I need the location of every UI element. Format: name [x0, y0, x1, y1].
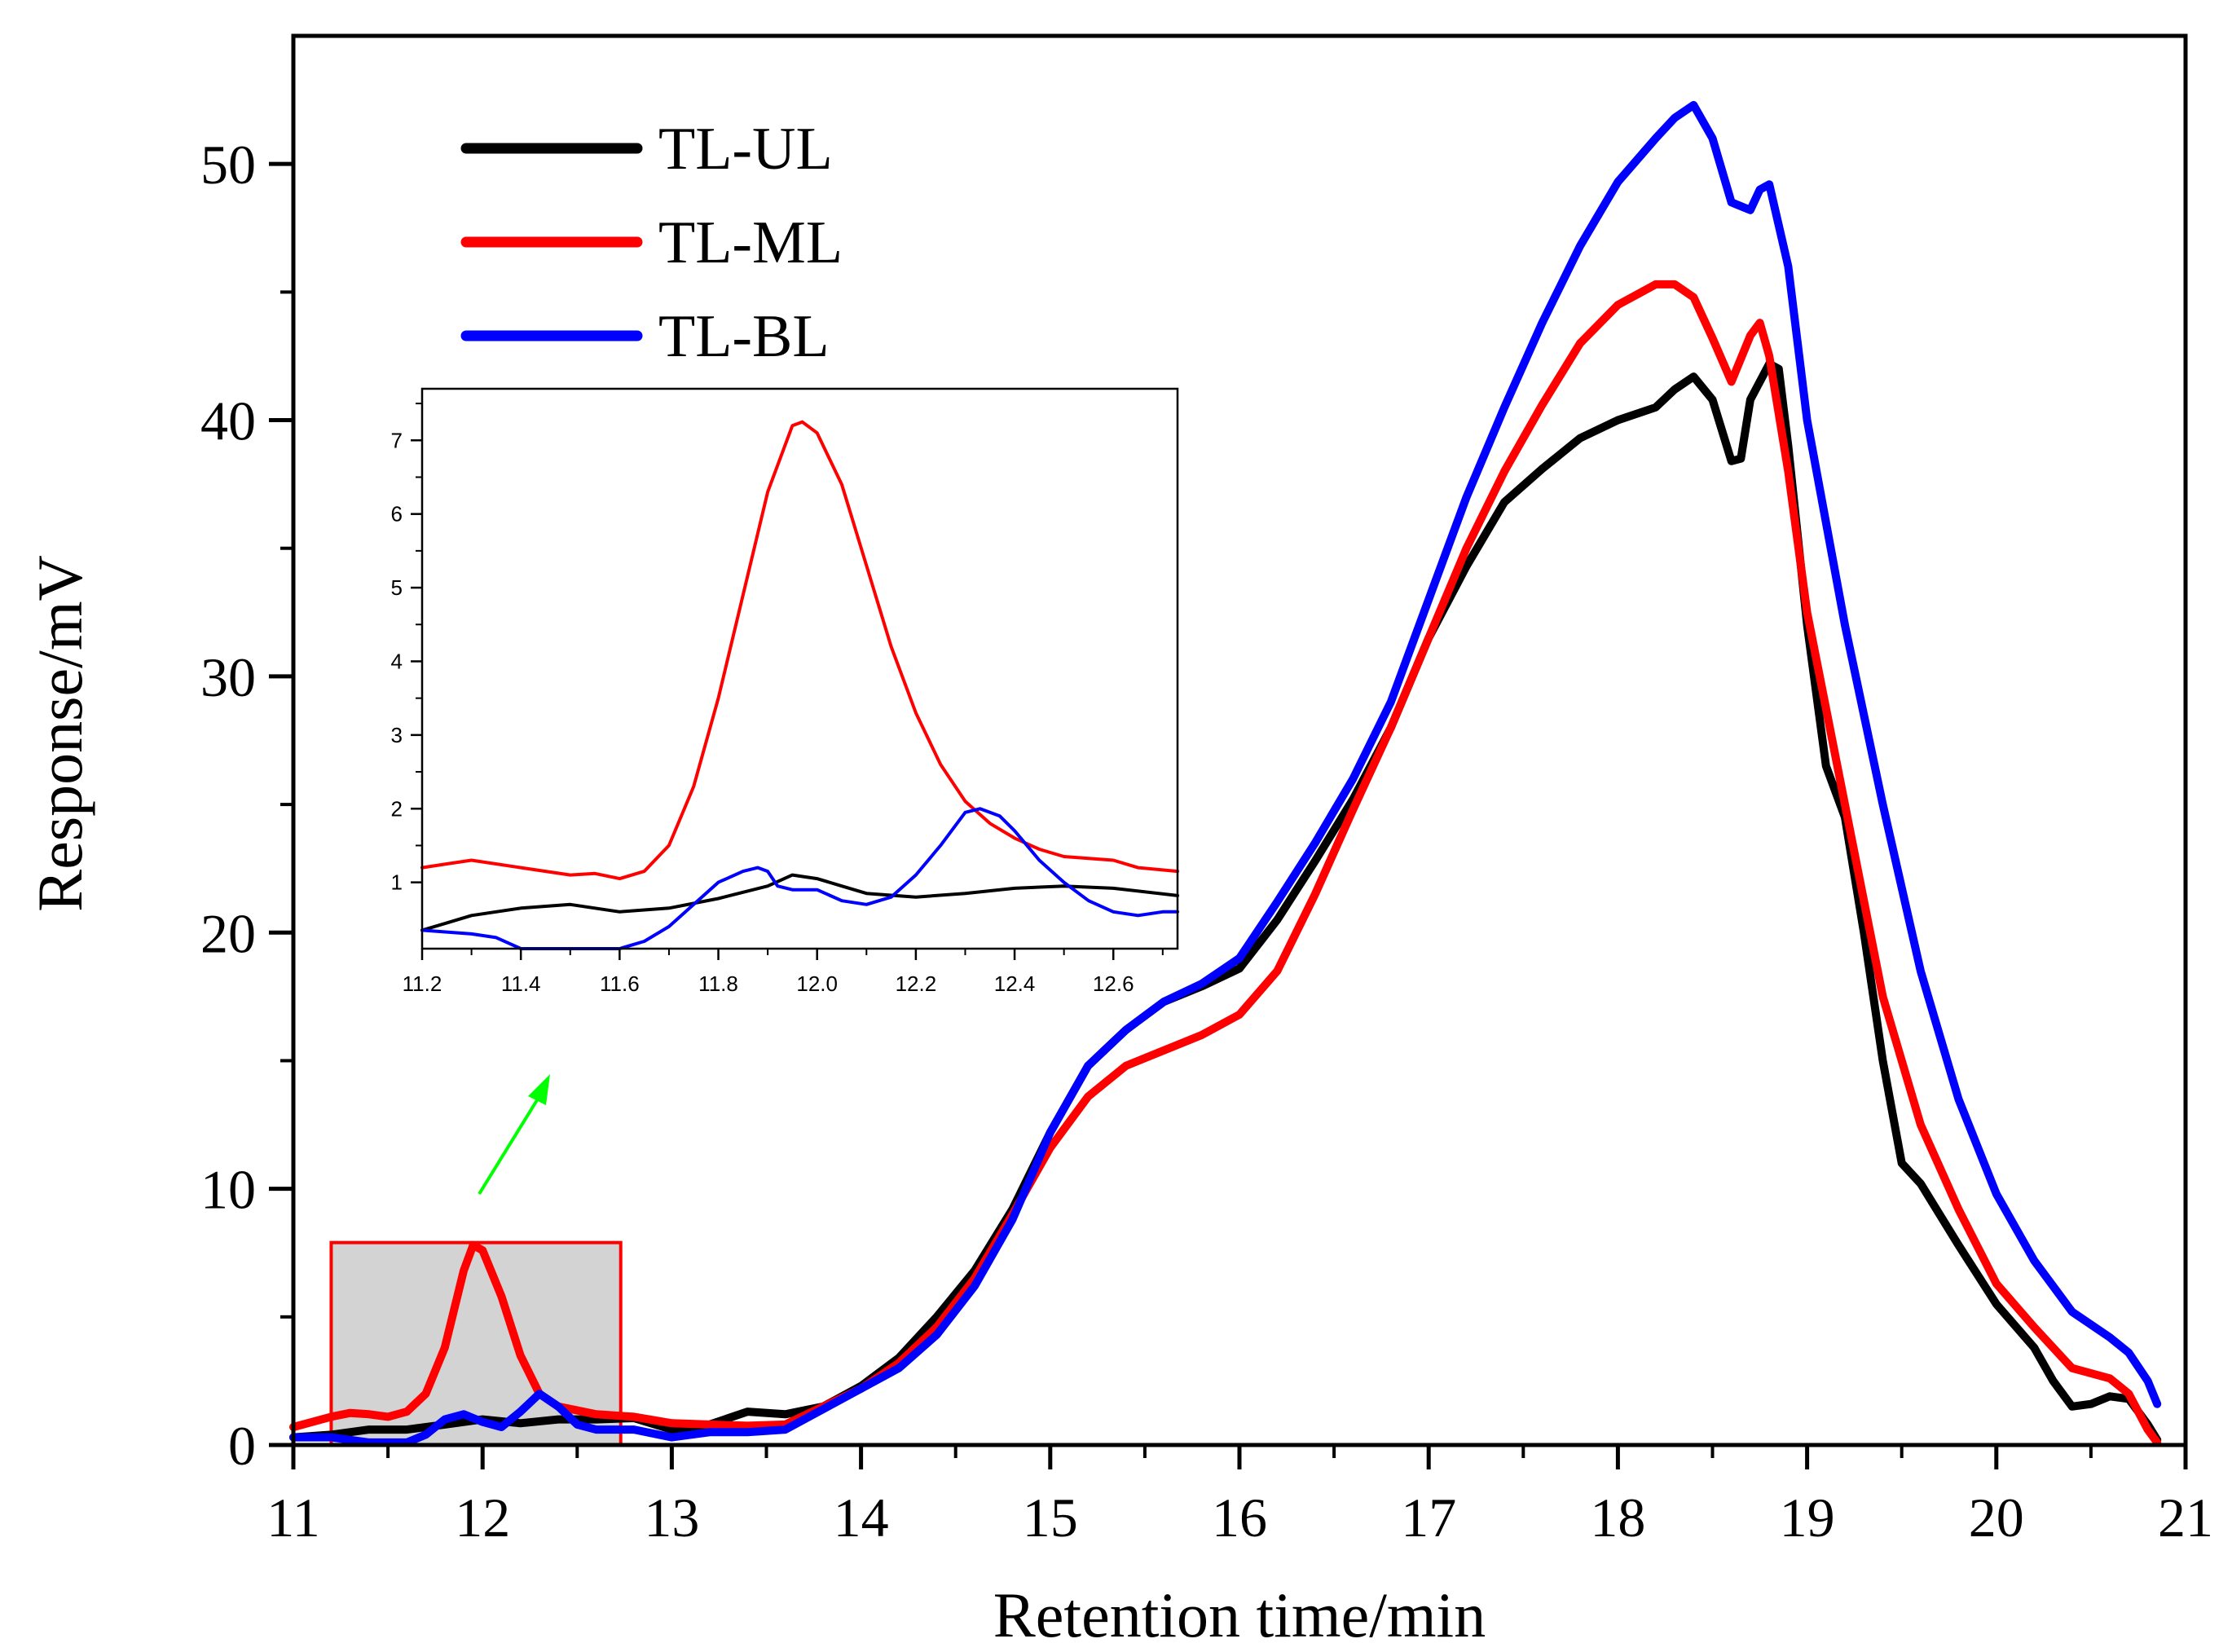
inset-background: [422, 389, 1178, 949]
inset-y-tick-label: 5: [391, 575, 403, 600]
arrow-shaft: [478, 1095, 541, 1196]
annotation-arrow: [478, 1074, 550, 1196]
legend-label-tl-bl: TL-BL: [658, 303, 830, 370]
inset-y-tick-label: 1: [391, 870, 403, 895]
inset-x-tick-label: 12.6: [1093, 971, 1134, 996]
x-tick-label: 19: [1780, 1487, 1835, 1548]
arrow-head: [528, 1074, 550, 1105]
y-tick-label: 10: [200, 1159, 256, 1221]
x-tick-label: 13: [644, 1487, 699, 1548]
series-line-tl-ul: [289, 359, 2162, 1444]
x-tick-label: 20: [1969, 1487, 2024, 1548]
inset-series-line-tl-ul: [420, 873, 1179, 932]
inset-x-tick-label: 11.4: [501, 971, 541, 996]
inset-y-tick-label: 2: [391, 796, 403, 821]
x-tick-label: 14: [834, 1487, 889, 1548]
inset-x-tick-label: 12.0: [796, 971, 838, 996]
inset-y-tick-label: 6: [391, 502, 403, 526]
y-tick-label: 30: [200, 646, 256, 708]
y-tick-label: 50: [200, 134, 256, 196]
legend-label-tl-ul: TL-UL: [658, 116, 833, 183]
inset-x-tick-label: 11.8: [698, 971, 738, 996]
series-line-tl-ml: [289, 280, 2162, 1447]
inset-x-tick-label: 11.2: [403, 971, 442, 996]
series-line-tl-bl: [289, 100, 2162, 1447]
inset-y-tick-label: 3: [391, 723, 403, 747]
inset-plot: 11.2 11.4 11.6 11.8 12.0 12.2 12.4 12.6 1 2 3 4 5 6 7: [391, 387, 1179, 996]
legend-entry-tl-ul: TL-UL: [460, 116, 833, 183]
legend-entry-tl-bl: TL-BL: [460, 303, 830, 370]
x-tick-label: 11: [266, 1487, 319, 1548]
inset-y-tick-label: 4: [391, 649, 403, 673]
inset-y-tick-label: 7: [391, 428, 403, 452]
legend: TL-UL TL-ML TL-BL: [460, 116, 843, 370]
y-tick-label: 0: [228, 1415, 256, 1477]
y-tick-label: 40: [200, 390, 256, 452]
inset-x-tick-label: 12.4: [994, 971, 1036, 996]
x-tick-label: 17: [1401, 1487, 1456, 1548]
inset-y-axis: 1 2 3 4 5 6 7: [391, 403, 422, 895]
inset-plot-frame: [420, 387, 1179, 950]
inset-x-axis: 11.2 11.4 11.6 11.8 12.0 12.2 12.4 12.6: [403, 949, 1164, 996]
series-layer: [289, 100, 2162, 1447]
legend-entry-tl-ml: TL-ML: [460, 209, 843, 276]
x-tick-label: 21: [2158, 1487, 2213, 1548]
x-axis: 11 12 13 14 15 16 17 18 19 20 21: [266, 1445, 2213, 1548]
x-tick-label: 15: [1023, 1487, 1078, 1548]
x-tick-label: 16: [1212, 1487, 1267, 1548]
x-tick-label: 12: [455, 1487, 510, 1548]
x-axis-title: Retention time/min: [993, 1579, 1486, 1650]
inset-x-tick-label: 12.2: [896, 971, 937, 996]
y-tick-label: 20: [200, 902, 256, 964]
inset-x-tick-label: 11.6: [600, 971, 640, 996]
y-axis: 0 10 20 30 40 50: [200, 134, 293, 1477]
y-axis-title: Response/mV: [24, 555, 95, 912]
legend-label-tl-ml: TL-ML: [658, 209, 843, 276]
x-tick-label: 18: [1590, 1487, 1645, 1548]
